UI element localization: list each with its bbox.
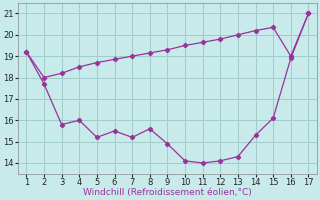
X-axis label: Windchill (Refroidissement éolien,°C): Windchill (Refroidissement éolien,°C) (83, 188, 252, 197)
